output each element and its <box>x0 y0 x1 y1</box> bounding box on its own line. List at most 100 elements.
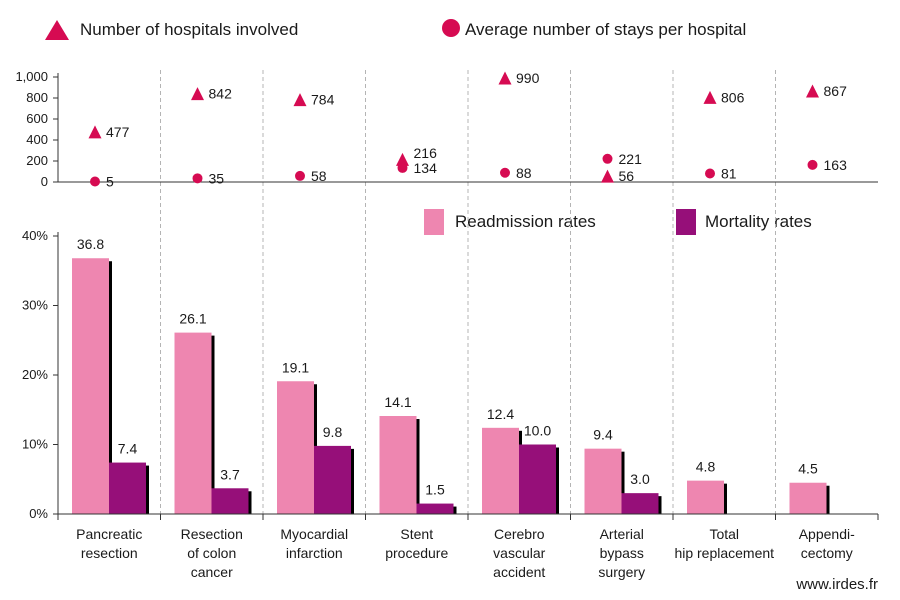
top-legend: Number of hospitals involved Average num… <box>45 19 746 40</box>
category-label: cectomy <box>801 545 853 561</box>
readmission-value-label: 14.1 <box>384 394 411 410</box>
category-label: Resection <box>181 526 243 542</box>
readmission-bar <box>277 381 314 514</box>
readmission-bar <box>687 480 724 514</box>
readmission-value-label: 12.4 <box>487 406 514 422</box>
category-label: Appendi- <box>799 526 855 542</box>
stays-marker <box>90 176 100 187</box>
readmission-bar <box>379 416 417 514</box>
category-label: cancer <box>191 564 233 580</box>
hospitals-value-label: 842 <box>209 86 233 102</box>
hospitals-value-label: 216 <box>414 145 438 161</box>
legend-circle-icon <box>442 19 460 37</box>
hospitals-value-label: 784 <box>311 92 335 108</box>
legend-readmission-label: Readmission rates <box>455 212 596 231</box>
bottom-y-tick-label: 30% <box>22 298 48 313</box>
category-label: accident <box>493 564 545 580</box>
stays-marker <box>602 153 613 164</box>
legend-readmission-swatch <box>424 209 444 235</box>
category-dividers <box>160 70 776 515</box>
stays-value-label: 134 <box>414 160 438 176</box>
top-y-tick-label: 200 <box>26 153 48 168</box>
hospitals-marker <box>601 169 614 183</box>
stays-value-label: 5 <box>106 173 114 189</box>
bottom-y-tick-label: 40% <box>22 228 48 243</box>
legend-stays-label: Average number of stays per hospital <box>465 20 746 39</box>
readmission-bar <box>72 258 109 514</box>
hospitals-value-label: 867 <box>824 83 848 99</box>
stays-marker <box>192 173 203 184</box>
hospitals-value-label: 477 <box>106 124 130 140</box>
readmission-value-label: 4.8 <box>696 459 716 475</box>
hospitals-value-label: 56 <box>619 168 635 184</box>
readmission-value-label: 26.1 <box>179 311 206 327</box>
bottom-y-tick-label: 0% <box>29 506 48 521</box>
bottom-legend: Readmission rates Mortality rates <box>424 209 812 235</box>
category-label: infarction <box>286 545 343 561</box>
category-label: Stent <box>400 526 433 542</box>
hospitals-marker <box>498 71 512 85</box>
mortality-bar <box>314 445 351 514</box>
mortality-value-label: 3.0 <box>630 471 650 487</box>
stays-value-label: 81 <box>721 165 737 181</box>
mortality-value-label: 10.0 <box>524 423 551 439</box>
stays-value-label: 221 <box>619 151 643 167</box>
category-label: procedure <box>385 545 448 561</box>
source-label: www.irdes.fr <box>795 576 878 593</box>
readmission-bar <box>174 332 212 514</box>
mortality-value-label: 7.4 <box>118 441 138 457</box>
bottom-y-tick-label: 10% <box>22 437 48 452</box>
category-label: Myocardial <box>280 526 348 542</box>
category-label: Total <box>709 526 739 542</box>
legend-mortality-label: Mortality rates <box>705 212 812 231</box>
category-label: Pancreatic <box>76 526 142 542</box>
hospitals-value-label: 806 <box>721 89 745 105</box>
mortality-bar <box>416 503 454 514</box>
readmission-value-label: 9.4 <box>593 427 613 443</box>
hospitals-value-label: 990 <box>516 70 540 86</box>
bottom-panel: 0% 10% 20% 30% 40% 36.8 7.4 26.1 3.7 19.1 9.8 14.1 1… <box>22 228 879 521</box>
category-label: Arterial <box>600 526 644 542</box>
legend-hospitals-label: Number of hospitals involved <box>80 20 298 39</box>
top-y-tick-label: 600 <box>26 111 48 126</box>
mortality-bar <box>211 488 249 514</box>
mortality-bar <box>519 444 556 514</box>
hospitals-marker <box>191 87 204 101</box>
category-label: surgery <box>598 564 645 580</box>
mortality-bar <box>109 462 146 514</box>
stays-marker <box>705 168 715 179</box>
readmission-bar <box>482 427 519 514</box>
bottom-y-tick-label: 20% <box>22 367 48 382</box>
stays-marker <box>807 159 818 170</box>
readmission-value-label: 36.8 <box>77 236 104 252</box>
top-y-tick-label: 1,000 <box>15 69 48 84</box>
stays-marker <box>500 167 510 178</box>
category-label: hip replacement <box>674 545 774 561</box>
top-y-tick-label: 400 <box>26 132 48 147</box>
category-labels: Pancreatic resection Resection of colon canc… <box>76 526 855 580</box>
hospitals-marker <box>806 84 819 98</box>
mortality-value-label: 9.8 <box>323 424 343 440</box>
readmission-bar <box>789 482 827 514</box>
stays-value-label: 163 <box>824 157 848 173</box>
hospitals-marker <box>293 93 307 107</box>
stays-value-label: 88 <box>516 165 532 181</box>
hospitals-marker <box>88 125 102 139</box>
hospitals-marker <box>396 152 409 166</box>
hospitals-marker <box>703 90 717 104</box>
stays-value-label: 35 <box>209 170 225 186</box>
category-label: Cerebro <box>494 526 545 542</box>
mortality-value-label: 1.5 <box>425 482 445 498</box>
category-label: vascular <box>493 545 545 561</box>
stays-value-label: 58 <box>311 168 327 184</box>
stays-marker <box>295 170 305 181</box>
category-label: resection <box>81 545 138 561</box>
mortality-value-label: 3.7 <box>220 466 240 482</box>
top-y-tick-label: 800 <box>26 90 48 105</box>
legend-mortality-swatch <box>676 209 696 235</box>
stays-marker <box>397 162 408 173</box>
category-label: bypass <box>600 545 644 561</box>
readmission-bar <box>584 448 622 514</box>
